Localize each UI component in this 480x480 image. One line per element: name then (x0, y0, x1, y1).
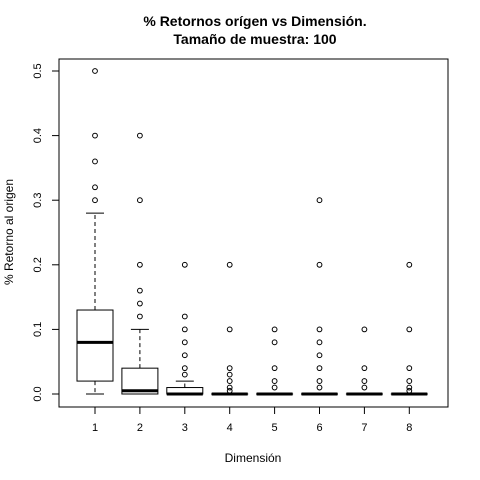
box-8 (390, 261, 428, 396)
outlier-point (92, 158, 98, 165)
outlier-point (316, 378, 323, 384)
outlier-point (226, 378, 233, 384)
outlier-point (406, 326, 413, 333)
outlier-point (406, 387, 413, 394)
x-tick-label: 7 (361, 422, 367, 434)
outlier-point (181, 313, 188, 320)
y-axis-label: % Retorno al origen (2, 179, 16, 285)
outlier-point (361, 378, 368, 384)
y-tick-label: 0.5 (32, 63, 44, 78)
outlier-point (181, 352, 188, 359)
outlier-point (271, 326, 278, 333)
outlier-point (226, 365, 233, 372)
outlier-point (271, 384, 278, 391)
x-tick-label: 6 (316, 422, 322, 434)
outlier-point (406, 378, 413, 384)
outlier-point (271, 365, 278, 372)
outlier-point (361, 365, 368, 372)
outlier-point (137, 287, 143, 294)
y-tick-label: 0.4 (32, 128, 44, 143)
outlier-point (226, 261, 233, 268)
chart-subtitle: Tamaño de muestra: 100 (173, 31, 336, 47)
outlier-point (226, 387, 233, 394)
y-tick-label: 0.1 (32, 322, 44, 337)
outlier-point (92, 68, 98, 74)
outlier-point (226, 384, 233, 391)
box-1 (76, 68, 114, 395)
outlier-point (181, 261, 188, 268)
y-tick-label: 0.2 (32, 257, 44, 272)
outlier-point (361, 384, 368, 391)
box-3 (166, 261, 204, 396)
outlier-point (137, 132, 143, 139)
outlier-point (226, 371, 233, 378)
outlier-point (361, 326, 368, 333)
y-tick-label: 0.3 (32, 193, 44, 208)
x-tick-label: 1 (92, 422, 98, 434)
x-tick-label: 8 (406, 422, 412, 434)
outlier-point (316, 261, 323, 268)
outlier-point (181, 339, 188, 346)
outlier-point (316, 384, 323, 391)
box-7 (345, 326, 383, 396)
box-4 (211, 261, 249, 396)
box-group (76, 68, 428, 396)
outlier-point (226, 326, 233, 333)
outlier-point (271, 339, 278, 346)
y-axis: 0.0 0.1 0.2 0.3 0.4 0.5 (32, 63, 60, 402)
chart-title: % Retornos orígen vs Dimensión. (143, 13, 366, 29)
x-tick-label: 2 (137, 422, 143, 434)
x-axis-label: Dimensión (225, 451, 282, 465)
outlier-point (181, 365, 188, 372)
box-5 (256, 326, 294, 396)
outlier-point (137, 300, 143, 307)
outlier-point (316, 352, 323, 359)
outlier-point (181, 371, 188, 378)
outlier-point (316, 197, 323, 204)
x-tick-label: 5 (272, 422, 278, 434)
outlier-point (271, 378, 278, 384)
x-tick-label: 4 (227, 422, 233, 434)
outlier-point (92, 184, 98, 191)
outlier-point (316, 326, 323, 333)
outlier-point (92, 132, 98, 139)
outlier-point (316, 365, 323, 372)
outlier-point (316, 339, 323, 346)
outlier-point (92, 197, 98, 204)
outlier-point (181, 326, 188, 333)
box-6 (301, 197, 338, 396)
box-2 (121, 132, 159, 395)
box-iqr (76, 309, 114, 382)
x-tick-label: 3 (182, 422, 188, 434)
outlier-point (406, 261, 413, 268)
outlier-point (406, 384, 413, 391)
outlier-point (406, 365, 413, 372)
outlier-point (137, 197, 143, 204)
outlier-point (137, 261, 143, 268)
y-tick-label: 0.0 (32, 386, 44, 401)
outlier-point (137, 313, 143, 320)
x-axis: 1 2 3 4 5 6 7 8 (92, 406, 412, 434)
